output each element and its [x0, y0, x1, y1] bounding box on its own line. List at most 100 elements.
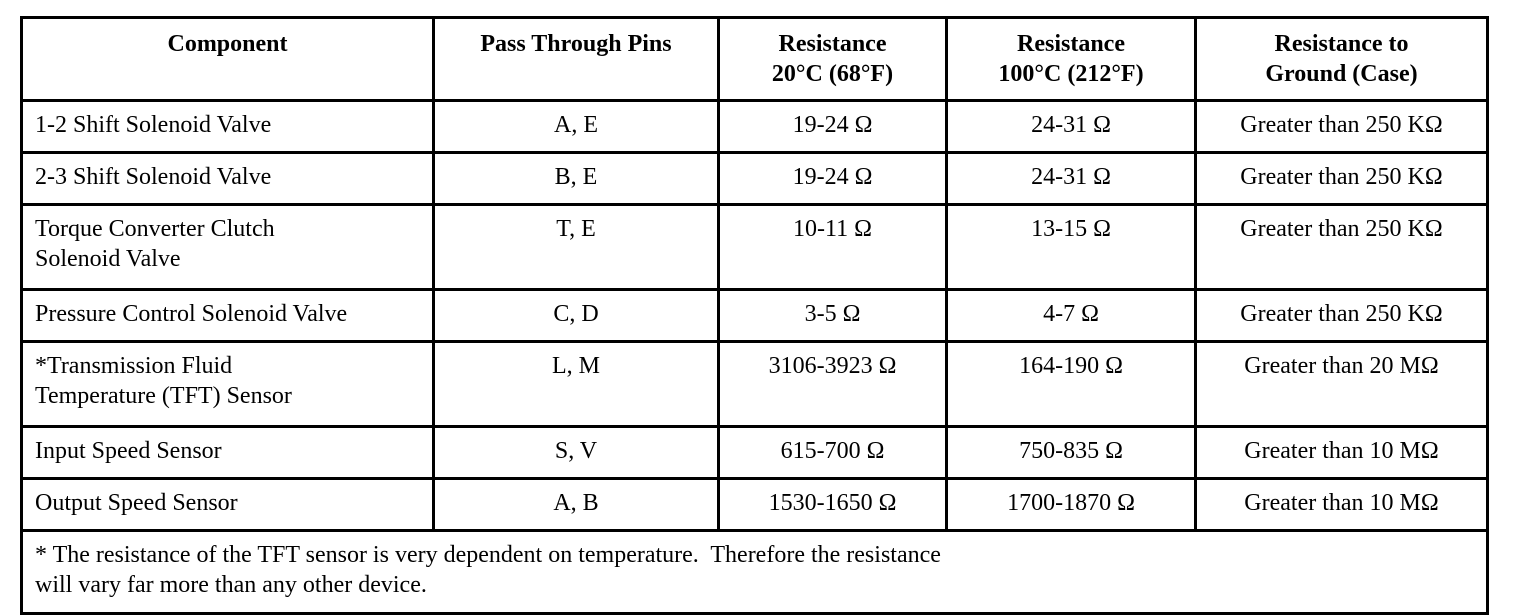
- table-body: 1-2 Shift Solenoid Valve A, E 19-24 Ω 24-31…: [20, 99, 1489, 615]
- cell-line: B, E: [554, 164, 598, 190]
- table-cell: 164-190 Ω: [945, 340, 1197, 428]
- cell-line: Input Speed Sensor: [35, 438, 222, 464]
- column-header: Pass Through Pins: [432, 16, 720, 102]
- cell-line: C, D: [553, 301, 599, 327]
- cell-line: Greater than 250 KΩ: [1240, 112, 1443, 138]
- cell-line: Greater than 250 KΩ: [1240, 164, 1443, 190]
- table-cell: 615-700 Ω: [717, 425, 948, 480]
- cell-line: 19-24 Ω: [792, 112, 873, 138]
- footnote: * The resistance of the TFT sensor is ve…: [20, 529, 1489, 615]
- cell-line: Greater than 250 KΩ: [1240, 216, 1443, 242]
- table-cell: Greater than 250 KΩ: [1194, 288, 1489, 343]
- table-cell: 19-24 Ω: [717, 151, 948, 206]
- table-cell: Greater than 250 KΩ: [1194, 151, 1489, 206]
- table-cell: Greater than 250 KΩ: [1194, 203, 1489, 291]
- cell-line: Temperature (TFT) Sensor: [35, 383, 292, 409]
- table-row: Torque Converter Clutch Solenoid Valve T, …: [20, 203, 1489, 291]
- table-row: *Transmission Fluid Temperature (TFT) Sen…: [20, 340, 1489, 428]
- table-cell: Greater than 20 MΩ: [1194, 340, 1489, 428]
- cell-line: 3-5 Ω: [804, 301, 861, 327]
- table-cell: L, M: [432, 340, 720, 428]
- table-row: 1-2 Shift Solenoid Valve A, E 19-24 Ω 24-31…: [20, 99, 1489, 154]
- cell-line: 10-11 Ω: [793, 216, 872, 242]
- cell-line: Pass Through Pins: [480, 31, 672, 57]
- cell-line: 24-31 Ω: [1031, 164, 1111, 190]
- cell-line: Pressure Control Solenoid Valve: [35, 301, 348, 327]
- table-cell: Output Speed Sensor: [20, 477, 435, 532]
- cell-line: Greater than 10 MΩ: [1244, 438, 1439, 464]
- footnote-row: * The resistance of the TFT sensor is ve…: [20, 529, 1489, 615]
- table-cell: S, V: [432, 425, 720, 480]
- table-cell: Torque Converter Clutch Solenoid Valve: [20, 203, 435, 291]
- cell-line: A, E: [554, 112, 598, 138]
- column-header: Component: [20, 16, 435, 102]
- table-cell: 13-15 Ω: [945, 203, 1197, 291]
- table-cell: 1700-1870 Ω: [945, 477, 1197, 532]
- cell-line: Component: [167, 31, 288, 57]
- table-row: Input Speed Sensor S, V 615-700 Ω 750-835 Ω…: [20, 425, 1489, 480]
- column-header: Resistance to Ground (Case): [1194, 16, 1489, 102]
- table-row: 2-3 Shift Solenoid Valve B, E 19-24 Ω 24-31…: [20, 151, 1489, 206]
- cell-line: 1-2 Shift Solenoid Valve: [35, 112, 272, 138]
- table-cell: 24-31 Ω: [945, 99, 1197, 154]
- table-cell: C, D: [432, 288, 720, 343]
- cell-line: will vary far more than any other device…: [35, 572, 427, 598]
- table-cell: *Transmission Fluid Temperature (TFT) Sen…: [20, 340, 435, 428]
- cell-line: 1700-1870 Ω: [1007, 490, 1135, 516]
- table-cell: 1-2 Shift Solenoid Valve: [20, 99, 435, 154]
- table-cell: Greater than 250 KΩ: [1194, 99, 1489, 154]
- cell-line: 164-190 Ω: [1019, 353, 1123, 379]
- table-cell: Greater than 10 MΩ: [1194, 477, 1489, 532]
- table-cell: 19-24 Ω: [717, 99, 948, 154]
- table-cell: 750-835 Ω: [945, 425, 1197, 480]
- table-cell: 3-5 Ω: [717, 288, 948, 343]
- cell-line: Resistance to: [1274, 31, 1409, 57]
- table-cell: B, E: [432, 151, 720, 206]
- cell-line: 4-7 Ω: [1043, 301, 1099, 327]
- table-cell: Pressure Control Solenoid Valve: [20, 288, 435, 343]
- cell-line: Resistance: [778, 31, 887, 57]
- cell-line: Greater than 10 MΩ: [1244, 490, 1439, 516]
- column-header: Resistance 100°C (212°F): [945, 16, 1197, 102]
- table-cell: 10-11 Ω: [717, 203, 948, 291]
- cell-line: 3106-3923 Ω: [768, 353, 897, 379]
- cell-line: * The resistance of the TFT sensor is ve…: [35, 542, 941, 568]
- cell-line: Greater than 20 MΩ: [1244, 353, 1439, 379]
- cell-line: 615-700 Ω: [780, 438, 885, 464]
- table-cell: 24-31 Ω: [945, 151, 1197, 206]
- table-cell: Greater than 10 MΩ: [1194, 425, 1489, 480]
- cell-line: 13-15 Ω: [1031, 216, 1111, 242]
- table-row: Pressure Control Solenoid Valve C, D 3-5 Ω…: [20, 288, 1489, 343]
- cell-line: 100°C (212°F): [998, 61, 1144, 87]
- table-row: Output Speed Sensor A, B 1530-1650 Ω 1700-1…: [20, 477, 1489, 532]
- cell-line: Resistance: [1017, 31, 1125, 57]
- table-cell: T, E: [432, 203, 720, 291]
- cell-line: 24-31 Ω: [1031, 112, 1111, 138]
- cell-line: Output Speed Sensor: [35, 490, 238, 516]
- cell-line: 1530-1650 Ω: [768, 490, 897, 516]
- cell-line: L, M: [552, 353, 600, 379]
- table-cell: Input Speed Sensor: [20, 425, 435, 480]
- table-cell: 3106-3923 Ω: [717, 340, 948, 428]
- cell-line: 2-3 Shift Solenoid Valve: [35, 164, 272, 190]
- cell-line: 750-835 Ω: [1019, 438, 1123, 464]
- cell-line: Solenoid Valve: [35, 246, 181, 272]
- header-row: Component Pass Through Pins Resistance 20°C…: [20, 16, 1489, 102]
- cell-line: S, V: [554, 438, 598, 464]
- cell-line: A, B: [553, 490, 599, 516]
- cell-line: Torque Converter Clutch: [35, 216, 275, 242]
- cell-line: Ground (Case): [1265, 61, 1418, 87]
- cell-line: 19-24 Ω: [792, 164, 873, 190]
- cell-line: *Transmission Fluid: [35, 353, 233, 379]
- cell-line: Greater than 250 KΩ: [1240, 301, 1443, 327]
- table-cell: 1530-1650 Ω: [717, 477, 948, 532]
- resistance-table: Component Pass Through Pins Resistance 20°C…: [20, 16, 1489, 615]
- cell-line: 20°C (68°F): [771, 61, 894, 87]
- table-cell: A, E: [432, 99, 720, 154]
- table-cell: 4-7 Ω: [945, 288, 1197, 343]
- table-cell: A, B: [432, 477, 720, 532]
- cell-line: T, E: [556, 216, 596, 242]
- column-header: Resistance 20°C (68°F): [717, 16, 948, 102]
- table-cell: 2-3 Shift Solenoid Valve: [20, 151, 435, 206]
